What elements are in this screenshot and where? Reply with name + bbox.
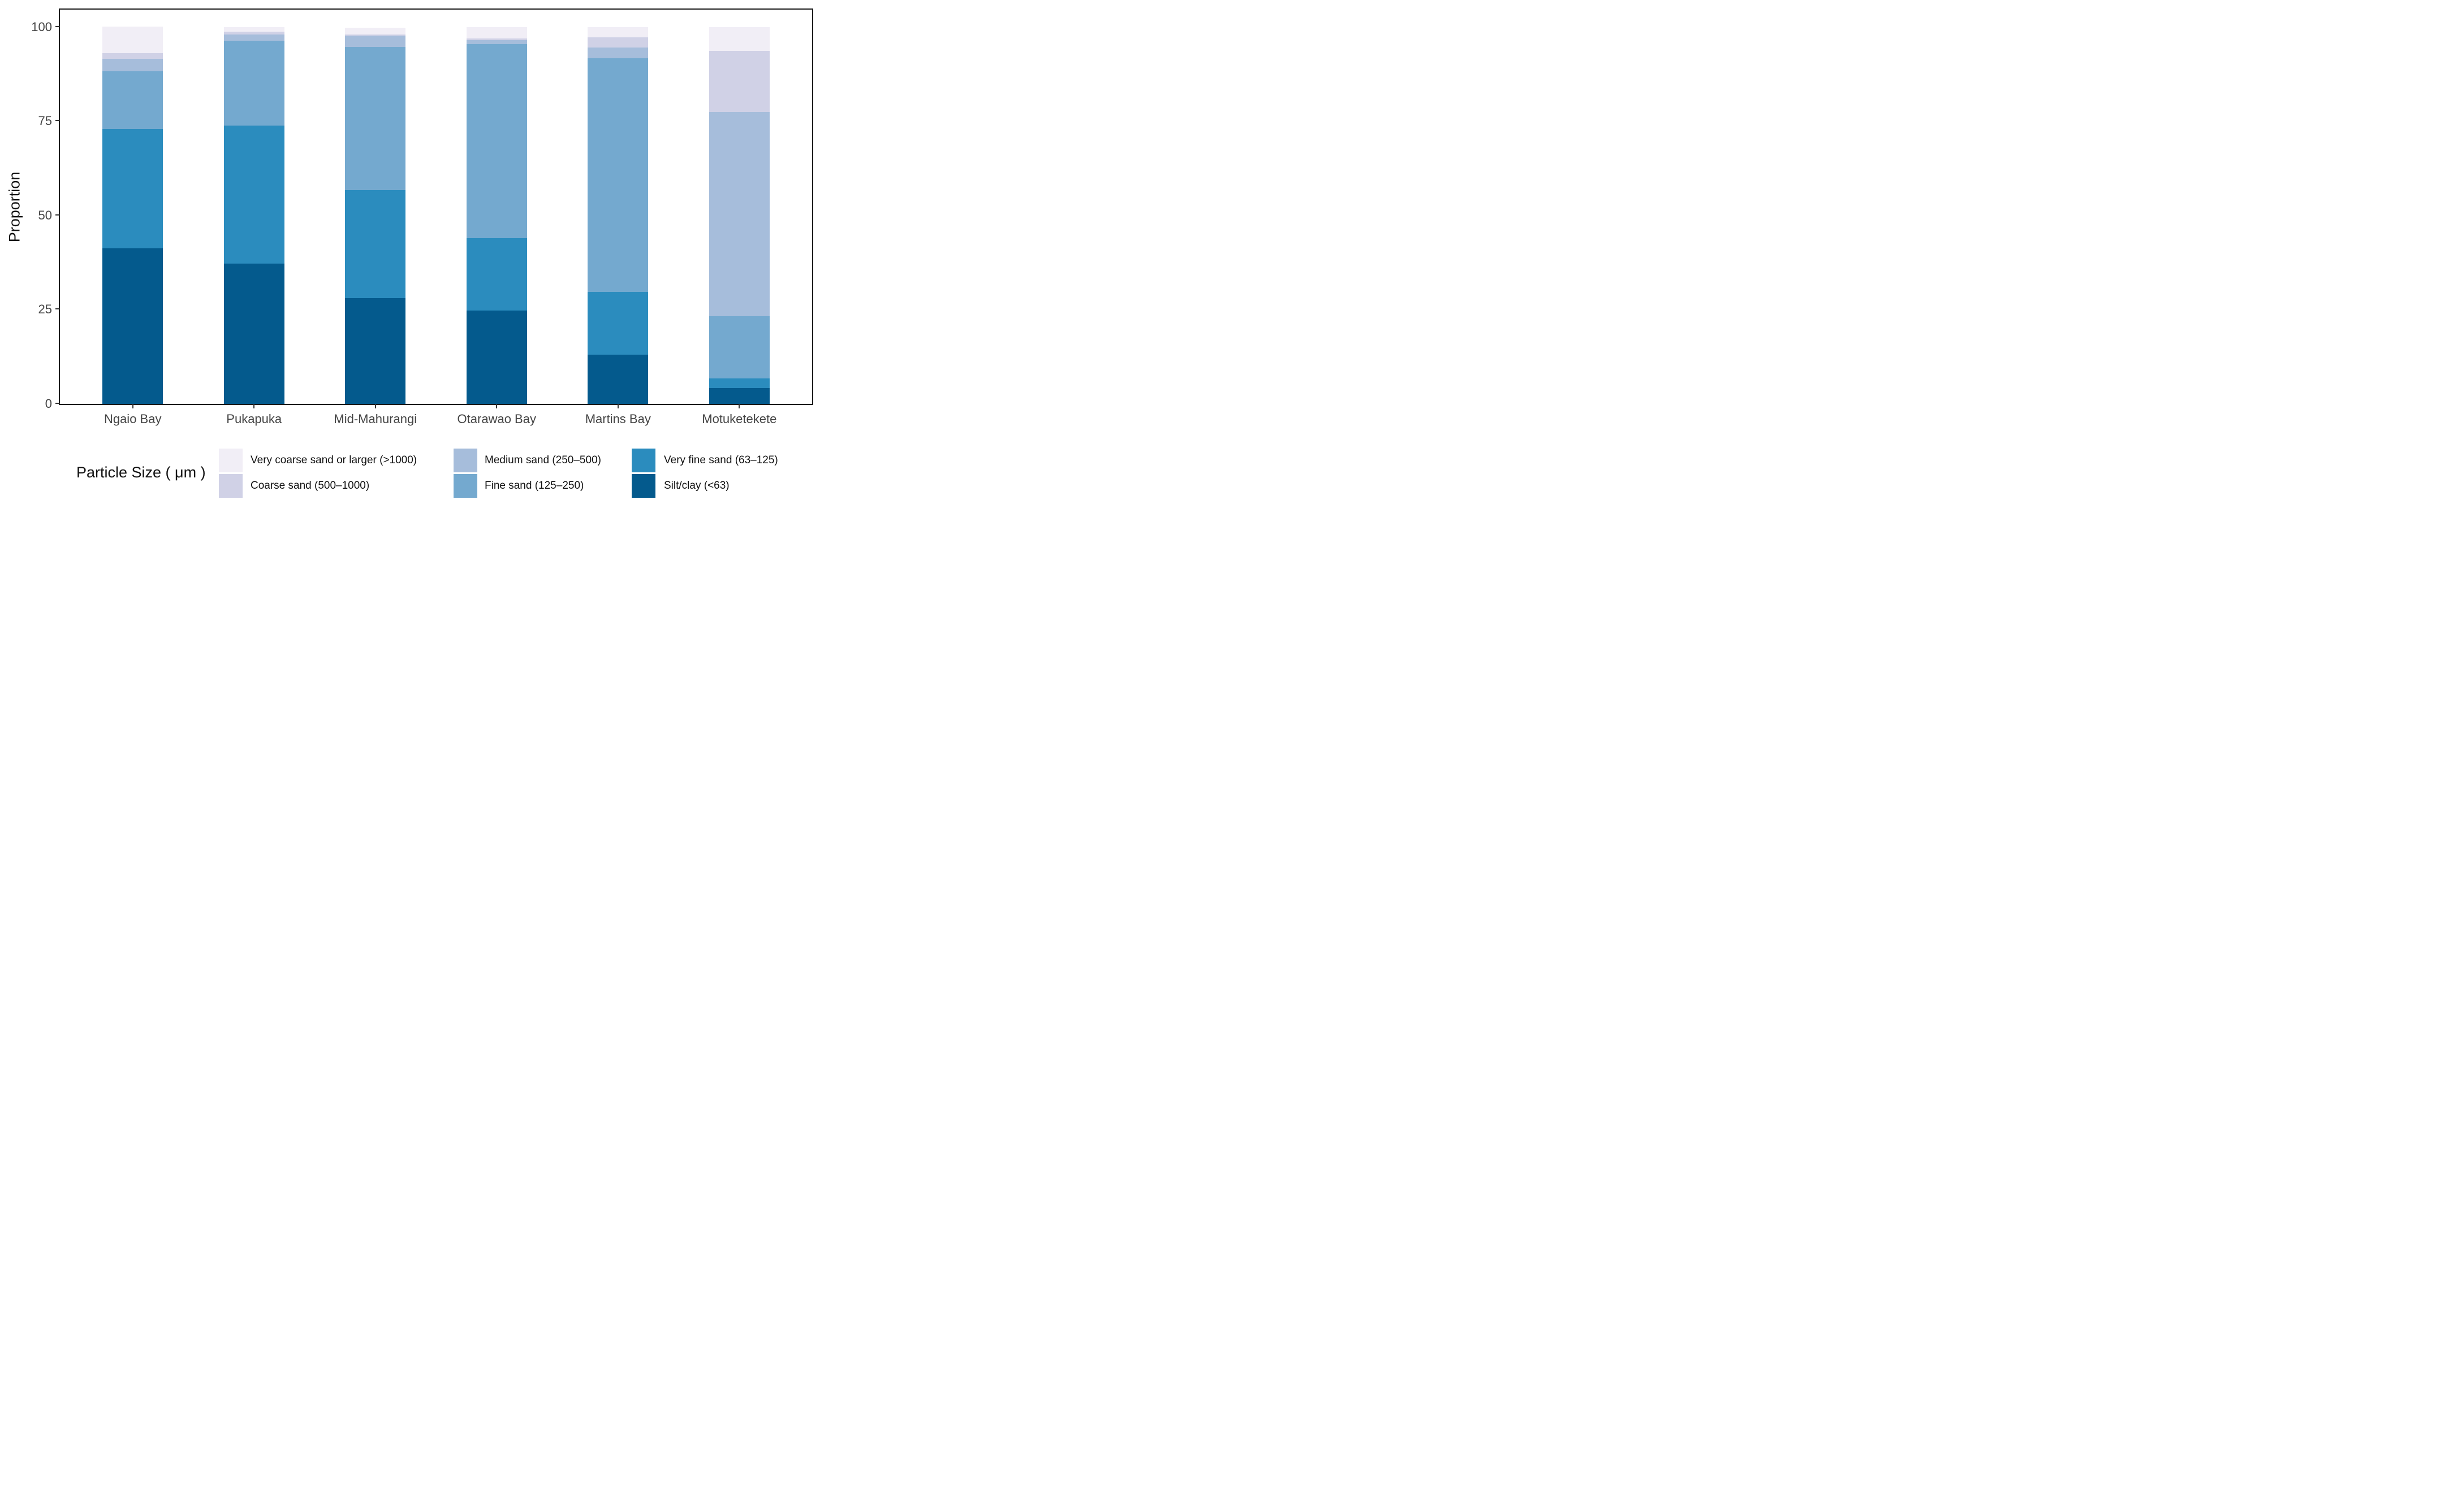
y-tick-mark xyxy=(55,214,60,216)
legend-label: Very fine sand (63–125) xyxy=(664,454,778,466)
y-tick-mark xyxy=(55,403,60,404)
bar-segment xyxy=(102,53,163,59)
legend-label: Very coarse sand or larger (>1000) xyxy=(251,454,417,466)
bar-segment xyxy=(588,27,649,38)
bar-segment xyxy=(588,58,649,292)
bar-segment xyxy=(102,27,163,53)
bar-motuketekete xyxy=(709,10,770,404)
y-tick-label: 25 xyxy=(38,302,52,317)
y-tick-mark xyxy=(55,25,60,27)
legend-label: Medium sand (250–500) xyxy=(485,454,601,466)
bar-segment xyxy=(223,264,284,404)
y-tick-label: 0 xyxy=(45,397,52,411)
y-tick-mark xyxy=(55,308,60,310)
x-tick-mark xyxy=(253,404,255,408)
legend-swatch xyxy=(632,449,655,472)
bar-segment xyxy=(466,40,527,44)
bar-segment xyxy=(466,311,527,404)
bar-segment xyxy=(709,112,770,316)
bar-segment xyxy=(588,355,649,404)
y-tick-label: 100 xyxy=(31,19,52,34)
legend-label: Fine sand (125–250) xyxy=(485,480,584,492)
legend-swatch xyxy=(454,474,477,498)
y-tick-mark xyxy=(55,120,60,122)
bar-segment xyxy=(345,298,406,404)
bar-segment xyxy=(102,59,163,72)
bar-segment xyxy=(466,44,527,239)
bar-segment xyxy=(223,35,284,41)
x-axis-label: Martins Bay xyxy=(585,412,651,426)
legend-swatch xyxy=(219,474,243,498)
bar-segment xyxy=(709,388,770,404)
stacked-bar-chart: Proportion 0 25 50 75 100 Ngaio Bay Pukapuka Mi… xyxy=(0,0,821,504)
legend-swatch xyxy=(454,449,477,472)
legend-title: Particle Size ( μm ) xyxy=(76,464,206,481)
x-tick-mark xyxy=(132,404,133,408)
legend-label: Silt/clay (<63) xyxy=(664,480,730,492)
bar-segment xyxy=(223,40,284,126)
bar-segment xyxy=(588,37,649,48)
bar-segment xyxy=(345,190,406,298)
bar-segment xyxy=(223,27,284,32)
bar-mid-mahurangi xyxy=(345,10,406,404)
bar-segment xyxy=(709,316,770,379)
y-axis-title: Proportion xyxy=(6,171,23,243)
x-tick-mark xyxy=(739,404,740,408)
x-axis-label: Ngaio Bay xyxy=(103,412,162,426)
bar-segment xyxy=(223,125,284,264)
bar-segment xyxy=(466,238,527,311)
bar-ngaio-bay xyxy=(102,10,163,404)
legend-label: Coarse sand (500–1000) xyxy=(251,480,370,492)
bar-segment xyxy=(466,38,527,40)
x-axis-label: Motuketekete xyxy=(702,412,777,426)
bar-segment xyxy=(466,27,527,38)
bar-segment xyxy=(709,378,770,389)
x-axis-label: Mid-Mahurangi xyxy=(334,412,417,426)
bar-segment xyxy=(102,71,163,129)
bar-martins-bay xyxy=(588,10,649,404)
bar-segment xyxy=(588,47,649,58)
x-tick-mark xyxy=(374,404,376,408)
bar-segment xyxy=(345,28,406,35)
legend-swatch xyxy=(632,474,655,498)
x-tick-mark xyxy=(496,404,498,408)
bar-otarawao-bay xyxy=(466,10,527,404)
bar-segment xyxy=(709,27,770,51)
y-tick-label: 50 xyxy=(38,208,52,222)
bar-segment xyxy=(345,36,406,47)
bar-pukapuka xyxy=(223,10,284,404)
bar-segment xyxy=(223,32,284,35)
x-tick-mark xyxy=(617,404,619,408)
y-tick-label: 75 xyxy=(38,114,52,128)
x-axis-label: Otarawao Bay xyxy=(457,412,536,426)
bar-segment xyxy=(345,35,406,36)
legend-swatch xyxy=(219,449,243,472)
bar-segment xyxy=(345,47,406,191)
plot-panel: 0 25 50 75 100 Ngaio Bay Pukapuka Mid-Mahurangi… xyxy=(31,8,813,426)
bar-segment xyxy=(102,128,163,249)
bar-segment xyxy=(102,248,163,404)
bar-segment xyxy=(588,292,649,355)
x-axis-label: Pukapuka xyxy=(226,412,282,426)
bar-segment xyxy=(709,50,770,113)
